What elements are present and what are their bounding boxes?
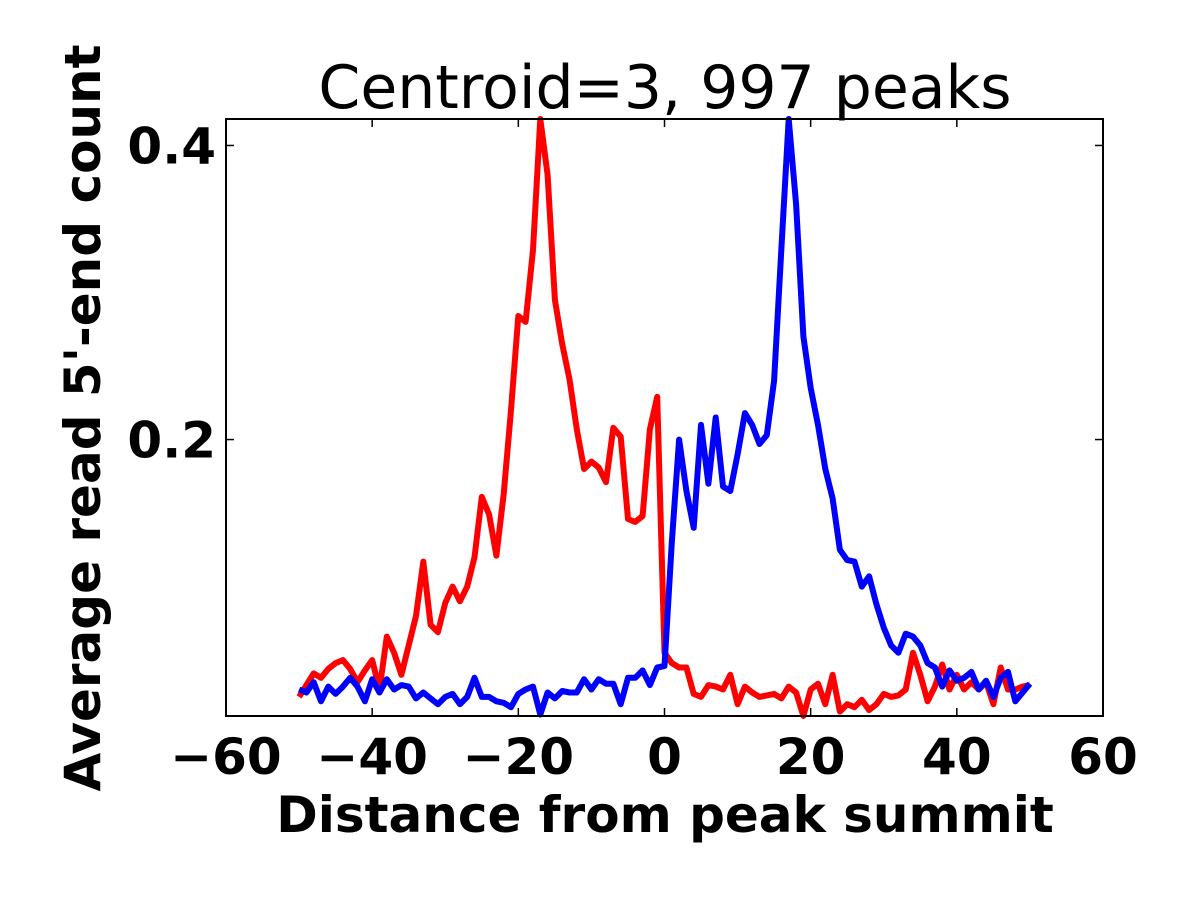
chart-title: Centroid=3, 997 peaks (318, 53, 1011, 123)
series-layer (296, 116, 1033, 719)
x-tick-label: 60 (1068, 728, 1138, 786)
x-tick-label: 20 (776, 728, 846, 786)
x-tick-label: −20 (463, 728, 574, 786)
y-axis-label: Average read 5'-end count (54, 44, 112, 791)
x-tick-label: 0 (647, 728, 682, 786)
y-tick-label: 0.2 (127, 412, 216, 470)
x-tick-label: −40 (316, 728, 427, 786)
series-line-1 (297, 116, 1033, 718)
plot-frame (225, 118, 1104, 717)
y-tick-label: 0.4 (127, 117, 216, 175)
x-tick-label: 40 (922, 728, 992, 786)
x-tick-label: −60 (170, 728, 281, 786)
x-axis-label: Distance from peak summit (276, 786, 1054, 844)
tick-layer: −60 −40 −20 0 20 40 60 0.2 0.4 (127, 117, 1137, 786)
